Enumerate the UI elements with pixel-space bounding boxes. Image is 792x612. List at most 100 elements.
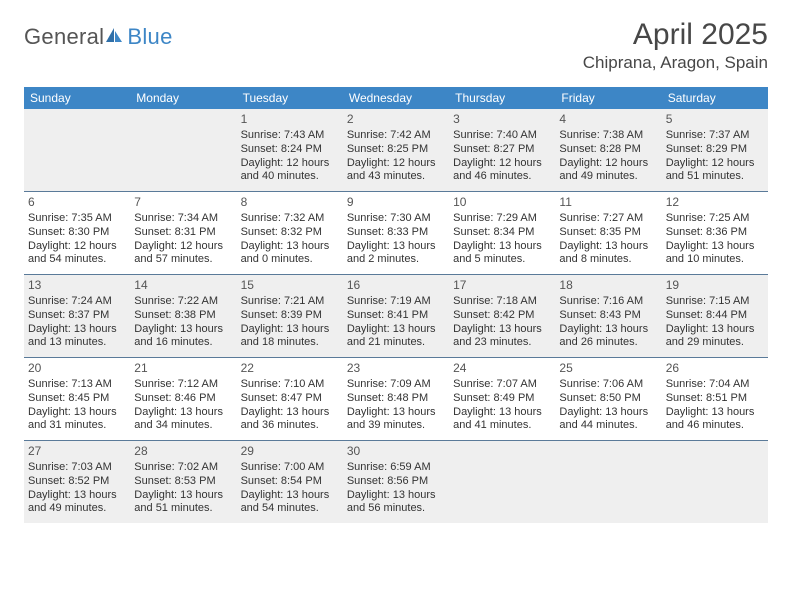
day-number: 21 (134, 360, 232, 378)
day-number: 3 (453, 111, 551, 129)
brand-text-blue: Blue (127, 24, 172, 50)
calendar-week-row: 6Sunrise: 7:35 AMSunset: 8:30 PMDaylight… (24, 191, 768, 274)
day-number: 2 (347, 111, 445, 129)
calendar-day-cell: 12Sunrise: 7:25 AMSunset: 8:36 PMDayligh… (662, 192, 768, 274)
sunset-text: Sunset: 8:32 PM (241, 226, 339, 240)
calendar-day-cell: 3Sunrise: 7:40 AMSunset: 8:27 PMDaylight… (449, 109, 555, 191)
sunset-text: Sunset: 8:35 PM (559, 226, 657, 240)
calendar-day-cell: 26Sunrise: 7:04 AMSunset: 8:51 PMDayligh… (662, 358, 768, 440)
daylight-text: Daylight: 13 hours and 46 minutes. (666, 406, 764, 434)
daylight-text: Daylight: 13 hours and 34 minutes. (134, 406, 232, 434)
sunrise-text: Sunrise: 7:42 AM (347, 129, 445, 143)
calendar-week-row: 1Sunrise: 7:43 AMSunset: 8:24 PMDaylight… (24, 109, 768, 191)
daylight-text: Daylight: 13 hours and 54 minutes. (241, 489, 339, 517)
daylight-text: Daylight: 13 hours and 5 minutes. (453, 240, 551, 268)
month-title: April 2025 (583, 18, 768, 52)
sunset-text: Sunset: 8:38 PM (134, 309, 232, 323)
calendar-day-cell: 10Sunrise: 7:29 AMSunset: 8:34 PMDayligh… (449, 192, 555, 274)
sunset-text: Sunset: 8:51 PM (666, 392, 764, 406)
sunrise-text: Sunrise: 7:16 AM (559, 295, 657, 309)
calendar-day-cell: 2Sunrise: 7:42 AMSunset: 8:25 PMDaylight… (343, 109, 449, 191)
day-number: 5 (666, 111, 764, 129)
daylight-text: Daylight: 13 hours and 44 minutes. (559, 406, 657, 434)
sunrise-text: Sunrise: 7:18 AM (453, 295, 551, 309)
calendar-day-cell: 18Sunrise: 7:16 AMSunset: 8:43 PMDayligh… (555, 275, 661, 357)
sunrise-text: Sunrise: 7:15 AM (666, 295, 764, 309)
daylight-text: Daylight: 12 hours and 54 minutes. (28, 240, 126, 268)
calendar-week-row: 27Sunrise: 7:03 AMSunset: 8:52 PM Dayligh… (24, 440, 768, 523)
sunrise-text: Sunrise: 7:04 AM (666, 378, 764, 392)
day-number: 27 (28, 443, 126, 461)
location-text: Chiprana, Aragon, Spain (583, 53, 768, 73)
sunset-text: Sunset: 8:31 PM (134, 226, 232, 240)
day-number: 8 (241, 194, 339, 212)
weekday-header: Friday (555, 87, 661, 109)
daylight-text: Daylight: 13 hours and 18 minutes. (241, 323, 339, 351)
sunrise-text: Sunrise: 7:02 AM (134, 461, 232, 475)
calendar-day-cell: 29Sunrise: 7:00 AMSunset: 8:54 PMDayligh… (237, 441, 343, 523)
day-number: 22 (241, 360, 339, 378)
daylight-text: Daylight: 13 hours and 36 minutes. (241, 406, 339, 434)
sunrise-text: Sunrise: 7:22 AM (134, 295, 232, 309)
sunset-text: Sunset: 8:54 PM (241, 475, 339, 489)
day-number: 23 (347, 360, 445, 378)
weekday-header: Saturday (662, 87, 768, 109)
sunset-text: Sunset: 8:50 PM (559, 392, 657, 406)
calendar-day-cell: 15Sunrise: 7:21 AMSunset: 8:39 PMDayligh… (237, 275, 343, 357)
day-number: 26 (666, 360, 764, 378)
daylight-text: Daylight: 12 hours and 51 minutes. (666, 157, 764, 185)
sunset-text: Sunset: 8:42 PM (453, 309, 551, 323)
calendar-empty-cell (449, 441, 555, 523)
calendar-document: General Blue April 2025 Chiprana, Aragon… (0, 0, 792, 541)
calendar-week-row: 13Sunrise: 7:24 AMSunset: 8:37 PMDayligh… (24, 274, 768, 357)
daylight-text: Daylight: 12 hours and 57 minutes. (134, 240, 232, 268)
sunrise-text: Sunrise: 7:43 AM (241, 129, 339, 143)
sunset-text: Sunset: 8:39 PM (241, 309, 339, 323)
calendar-day-cell: 9Sunrise: 7:30 AMSunset: 8:33 PMDaylight… (343, 192, 449, 274)
sunset-text: Sunset: 8:33 PM (347, 226, 445, 240)
sunrise-text: Sunrise: 7:19 AM (347, 295, 445, 309)
calendar-day-cell: 19Sunrise: 7:15 AMSunset: 8:44 PMDayligh… (662, 275, 768, 357)
day-number: 10 (453, 194, 551, 212)
sunrise-text: Sunrise: 7:07 AM (453, 378, 551, 392)
daylight-text: Daylight: 13 hours and 10 minutes. (666, 240, 764, 268)
sunset-text: Sunset: 8:37 PM (28, 309, 126, 323)
calendar-day-cell: 7Sunrise: 7:34 AMSunset: 8:31 PMDaylight… (130, 192, 236, 274)
weekday-header: Monday (130, 87, 236, 109)
day-number: 25 (559, 360, 657, 378)
sunrise-text: Sunrise: 7:25 AM (666, 212, 764, 226)
day-number: 6 (28, 194, 126, 212)
calendar-day-cell: 28Sunrise: 7:02 AMSunset: 8:53 PMDayligh… (130, 441, 236, 523)
day-number: 14 (134, 277, 232, 295)
brand-logo: General Blue (24, 18, 173, 50)
daylight-text: Daylight: 13 hours and 0 minutes. (241, 240, 339, 268)
day-number: 18 (559, 277, 657, 295)
sunset-text: Sunset: 8:52 PM (28, 475, 126, 489)
sunrise-text: Sunrise: 7:03 AM (28, 461, 126, 475)
day-number: 1 (241, 111, 339, 129)
daylight-text: Daylight: 13 hours and 13 minutes. (28, 323, 126, 351)
sunset-text: Sunset: 8:24 PM (241, 143, 339, 157)
day-number: 4 (559, 111, 657, 129)
sunrise-text: Sunrise: 7:21 AM (241, 295, 339, 309)
daylight-text: Daylight: 12 hours and 46 minutes. (453, 157, 551, 185)
calendar-empty-cell (130, 109, 236, 191)
day-number: 29 (241, 443, 339, 461)
calendar-day-cell: 24Sunrise: 7:07 AMSunset: 8:49 PMDayligh… (449, 358, 555, 440)
sunset-text: Sunset: 8:34 PM (453, 226, 551, 240)
calendar-day-cell: 23Sunrise: 7:09 AMSunset: 8:48 PMDayligh… (343, 358, 449, 440)
calendar-day-cell: 30Sunrise: 6:59 AMSunset: 8:56 PMDayligh… (343, 441, 449, 523)
day-number: 13 (28, 277, 126, 295)
sunset-text: Sunset: 8:36 PM (666, 226, 764, 240)
daylight-text: Daylight: 12 hours and 40 minutes. (241, 157, 339, 185)
calendar-day-cell: 16Sunrise: 7:19 AMSunset: 8:41 PMDayligh… (343, 275, 449, 357)
sunset-text: Sunset: 8:41 PM (347, 309, 445, 323)
sunrise-text: Sunrise: 7:00 AM (241, 461, 339, 475)
weekday-header: Sunday (24, 87, 130, 109)
calendar-day-cell: 27Sunrise: 7:03 AMSunset: 8:52 PMDayligh… (24, 441, 130, 523)
title-block: April 2025 Chiprana, Aragon, Spain (583, 18, 768, 73)
sunset-text: Sunset: 8:28 PM (559, 143, 657, 157)
sunset-text: Sunset: 8:30 PM (28, 226, 126, 240)
calendar-day-cell: 25Sunrise: 7:06 AMSunset: 8:50 PMDayligh… (555, 358, 661, 440)
sunset-text: Sunset: 8:47 PM (241, 392, 339, 406)
